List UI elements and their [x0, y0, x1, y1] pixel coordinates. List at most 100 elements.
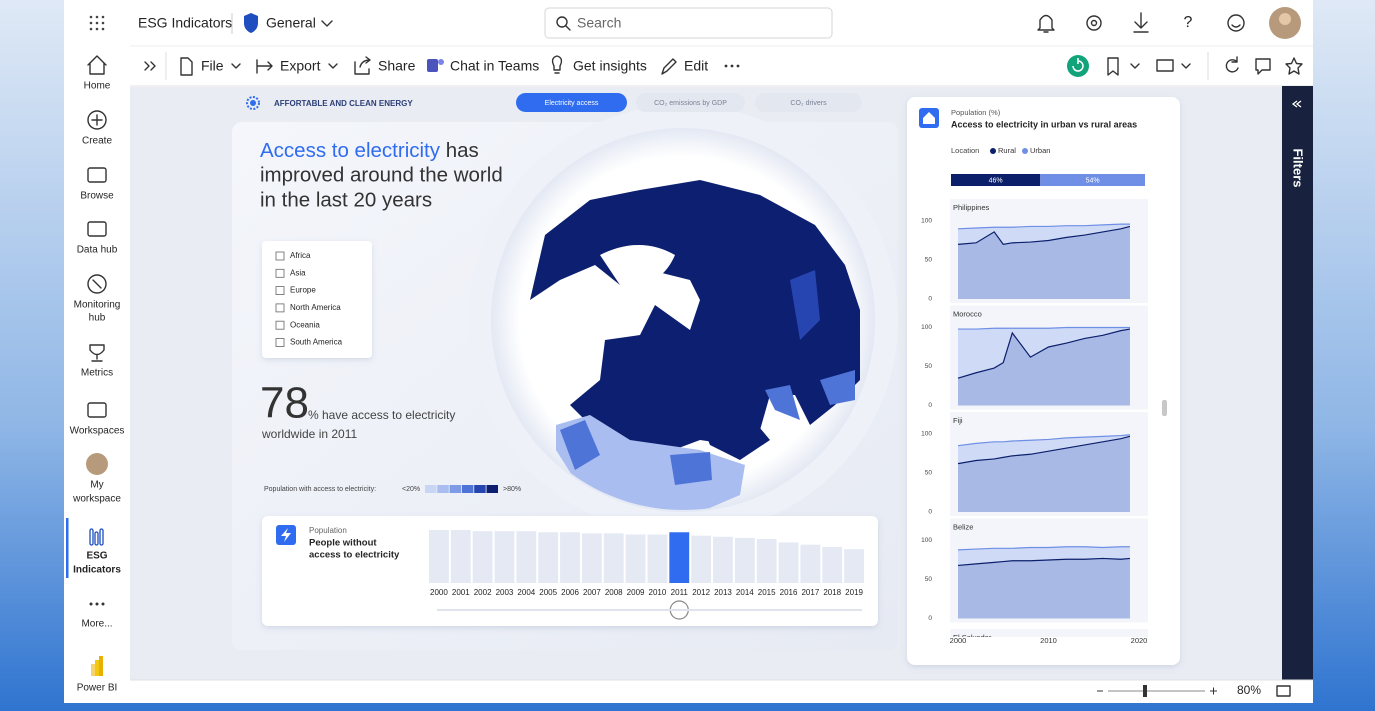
checkbox[interactable]	[275, 320, 285, 330]
nav-label[interactable]: Home	[84, 81, 111, 92]
settings-icon[interactable]	[1086, 15, 1102, 31]
legend-label[interactable]: Urban	[1030, 146, 1050, 155]
toolbar-edit[interactable]: Edit	[684, 58, 708, 74]
split-segment[interactable]	[1040, 174, 1145, 186]
nav-icon[interactable]	[89, 602, 93, 606]
nav-icon[interactable]	[91, 664, 95, 676]
toolbar-teams[interactable]: Chat in Teams	[450, 58, 539, 74]
bar[interactable]	[691, 535, 712, 583]
chevron[interactable]	[231, 63, 241, 69]
help-icon[interactable]: ?	[1184, 14, 1193, 31]
nav-icon[interactable]	[99, 528, 104, 546]
bar[interactable]	[844, 549, 864, 583]
tab[interactable]	[516, 93, 627, 112]
nav-icon[interactable]	[95, 602, 99, 606]
bar[interactable]	[603, 533, 624, 583]
feedback-icon[interactable]	[1231, 24, 1241, 28]
chevron[interactable]	[321, 20, 333, 27]
region-label[interactable]: South America	[290, 338, 343, 347]
bar[interactable]	[450, 530, 471, 583]
download-icon[interactable]	[1133, 12, 1149, 33]
filters-label[interactable]: Filters	[1291, 148, 1306, 187]
bar[interactable]	[560, 532, 580, 583]
nav-label[interactable]: Create	[82, 136, 112, 147]
notifications-icon[interactable]	[1037, 14, 1055, 33]
bar[interactable]	[800, 544, 821, 583]
nav-icon[interactable]	[87, 55, 107, 75]
zoom-in[interactable]	[1210, 687, 1217, 695]
bookmark-icon[interactable]	[1107, 57, 1119, 76]
split-segment[interactable]	[951, 174, 1041, 186]
nav-icon[interactable]	[86, 453, 108, 475]
nav-icon[interactable]	[87, 402, 107, 418]
bar[interactable]	[472, 531, 493, 583]
nav-label[interactable]: Metrics	[81, 368, 113, 379]
bar[interactable]	[581, 533, 602, 583]
nav-icon[interactable]	[87, 167, 107, 183]
tab[interactable]	[755, 93, 862, 112]
status-icon[interactable]	[1067, 55, 1089, 77]
nav-label[interactable]: ESG	[86, 551, 107, 562]
nav-icon[interactable]	[91, 114, 103, 126]
checkbox[interactable]	[275, 251, 285, 261]
nav-icon[interactable]	[92, 279, 102, 289]
nav-icon[interactable]	[87, 274, 107, 294]
chevron[interactable]	[1130, 63, 1140, 69]
filters-pane[interactable]	[1282, 86, 1313, 680]
more-icon[interactable]	[724, 64, 740, 68]
nav-icon[interactable]	[89, 528, 94, 546]
legend-label[interactable]: Rural	[998, 146, 1016, 155]
bar[interactable]	[429, 530, 449, 583]
chevron[interactable]	[1181, 63, 1191, 69]
nav-icon[interactable]	[87, 221, 107, 237]
search-box[interactable]	[544, 7, 833, 39]
toolbar-share[interactable]: Share	[378, 58, 416, 74]
nav-label[interactable]: My	[90, 480, 103, 491]
nav-label[interactable]: Data hub	[77, 245, 118, 256]
nav-icon[interactable]	[89, 344, 105, 362]
bar[interactable]	[647, 534, 668, 583]
checkbox[interactable]	[275, 338, 285, 347]
bar[interactable]	[822, 546, 843, 583]
region-label[interactable]: North America	[290, 303, 341, 312]
chevron[interactable]	[328, 63, 338, 69]
nav-icon[interactable]	[101, 602, 105, 606]
settings-icon[interactable]	[1090, 19, 1098, 27]
bar[interactable]	[538, 532, 559, 583]
scrollbar[interactable]	[1162, 400, 1167, 416]
fit-icon[interactable]	[1276, 685, 1291, 697]
tab-label[interactable]: CO₂ drivers	[790, 100, 827, 107]
nav-icon[interactable]	[99, 656, 103, 676]
bar[interactable]	[713, 536, 733, 583]
bar[interactable]	[669, 532, 690, 583]
nav-icon[interactable]	[94, 531, 99, 546]
checkbox[interactable]	[275, 286, 285, 296]
favorite-icon[interactable]	[1285, 57, 1303, 75]
toolbar-export[interactable]: Export	[280, 58, 321, 74]
nav-icon[interactable]	[95, 660, 99, 676]
bar[interactable]	[778, 542, 799, 583]
tab[interactable]	[636, 93, 745, 112]
nav-label[interactable]: Browse	[80, 191, 114, 202]
bar[interactable]	[734, 537, 755, 583]
nav-label[interactable]: More...	[81, 619, 112, 630]
view-icon[interactable]	[1156, 59, 1174, 72]
region-label[interactable]: Oceania	[290, 320, 320, 329]
workspace-name[interactable]: General	[266, 15, 316, 31]
region-label[interactable]: Europe	[290, 286, 316, 295]
region-label[interactable]: Africa	[290, 251, 311, 260]
feedback-icon[interactable]	[1227, 14, 1245, 32]
comment-icon[interactable]	[1255, 58, 1271, 75]
tab-label[interactable]: Electricity access	[545, 100, 599, 107]
bar[interactable]	[516, 531, 537, 583]
nav-label[interactable]: Power BI	[77, 683, 118, 694]
checkbox[interactable]	[275, 303, 285, 313]
bar[interactable]	[494, 531, 515, 583]
toolbar-insights[interactable]: Get insights	[573, 58, 647, 74]
expand-icon[interactable]	[144, 61, 156, 71]
nav-label[interactable]: Monitoring	[74, 300, 121, 311]
bar[interactable]	[756, 539, 777, 583]
toolbar-file[interactable]: File	[201, 58, 224, 74]
nav-icon[interactable]	[87, 110, 107, 130]
checkbox[interactable]	[275, 268, 285, 278]
